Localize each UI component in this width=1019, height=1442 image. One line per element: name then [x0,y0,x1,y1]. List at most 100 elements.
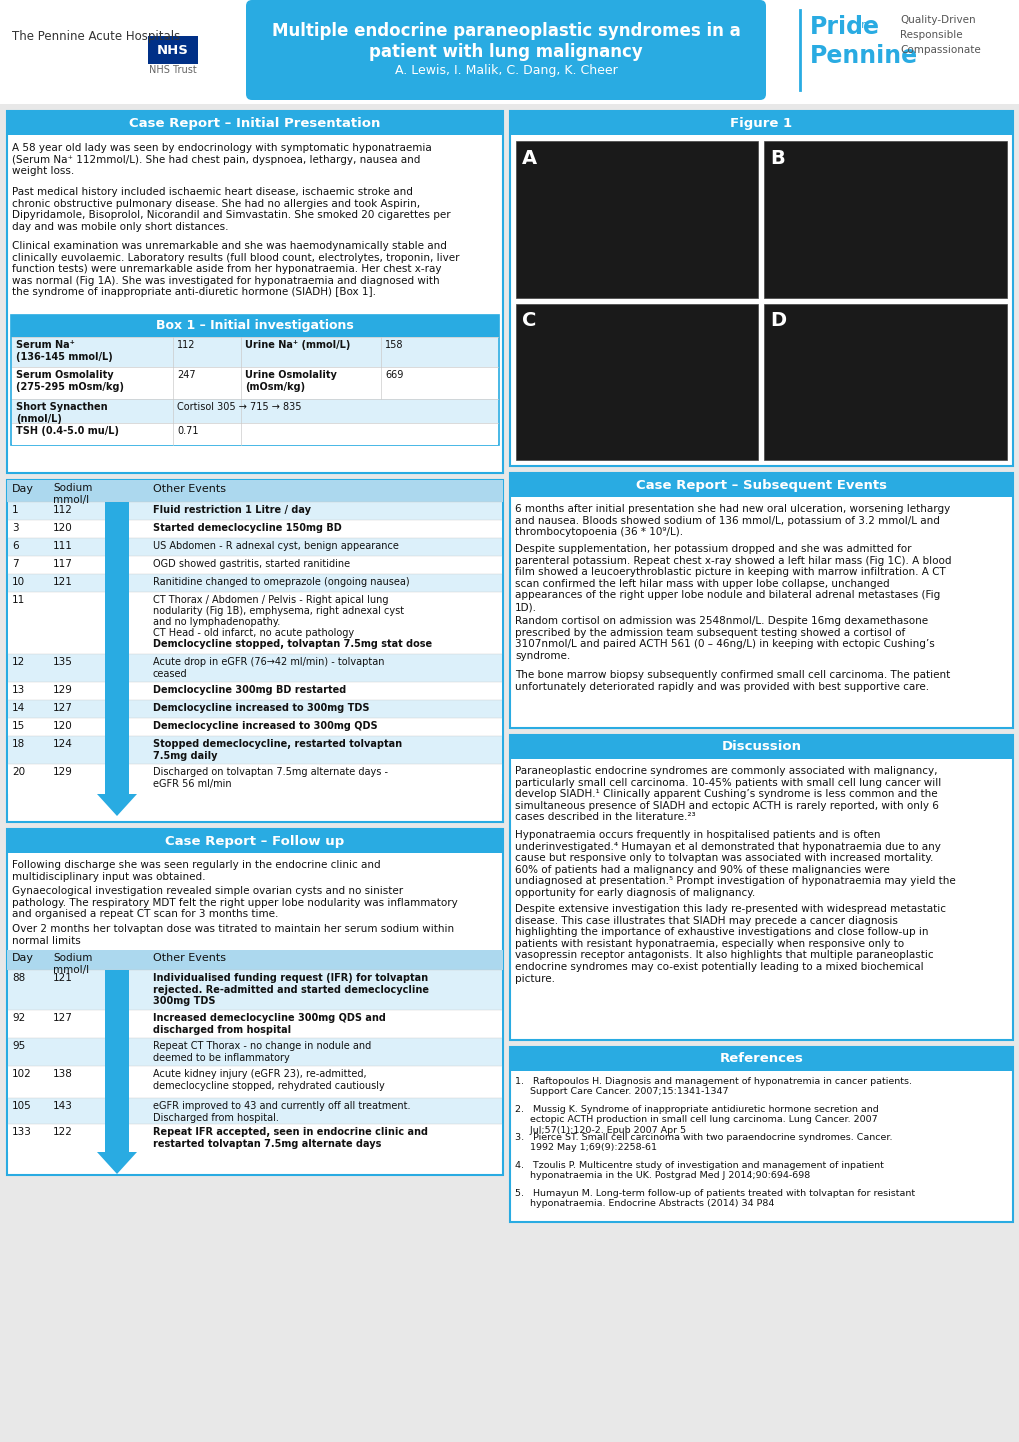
Text: 13: 13 [12,685,25,695]
Bar [510,1047,1012,1071]
Text: Ranitidine changed to omeprazole (ongoing nausea): Ranitidine changed to omeprazole (ongoin… [153,577,410,587]
Bar [8,764,501,795]
Text: D: D [769,311,786,330]
Bar [8,718,501,735]
Text: Over 2 months her tolvaptan dose was titrated to maintain her serum sodium withi: Over 2 months her tolvaptan dose was tit… [12,924,453,946]
Text: Compassionate: Compassionate [899,45,980,55]
Bar [8,699,501,718]
Text: Paraneoplastic endocrine syndromes are commonly associated with malignancy,
part: Paraneoplastic endocrine syndromes are c… [515,766,941,822]
Text: Clinical examination was unremarkable and she was haemodynamically stable and
cl: Clinical examination was unremarkable an… [12,241,459,297]
Text: Acute drop in eGFR (76→42 ml/min) - tolvaptan
ceased: Acute drop in eGFR (76→42 ml/min) - tolv… [153,658,384,679]
Text: 20: 20 [12,767,25,777]
Text: Serum Osmolality
(275-295 mOsm/kg): Serum Osmolality (275-295 mOsm/kg) [16,371,124,392]
Text: Random cortisol on admission was 2548nmol/L. Despite 16mg dexamethasone
prescrib: Random cortisol on admission was 2548nmo… [515,616,933,660]
Text: 12: 12 [12,658,25,668]
Text: 129: 129 [53,767,72,777]
Text: 5.   Humayun M. Long-term follow-up of patients treated with tolvaptan for resis: 5. Humayun M. Long-term follow-up of pat… [515,1190,914,1208]
Text: 669: 669 [384,371,403,381]
Text: Case Report – Follow up: Case Report – Follow up [165,835,344,848]
Text: Other Events: Other Events [153,953,226,963]
Text: Demeclocycline increased to 300mg QDS: Demeclocycline increased to 300mg QDS [153,721,377,731]
Text: 129: 129 [53,685,72,695]
Text: Pride: Pride [809,14,879,39]
Bar [12,337,497,368]
Text: 102: 102 [12,1069,32,1079]
Text: 3.   Pierce ST. Small cell carcinoma with two paraendocrine syndromes. Cancer.
 : 3. Pierce ST. Small cell carcinoma with … [515,1133,892,1152]
Text: Past medical history included ischaemic heart disease, ischaemic stroke and
chro: Past medical history included ischaemic … [12,187,450,232]
Text: Individualised funding request (IFR) for tolvaptan
rejected. Re-admitted and sta: Individualised funding request (IFR) for… [153,973,429,1007]
Text: CT Head - old infarct, no acute pathology: CT Head - old infarct, no acute patholog… [153,629,354,637]
Text: Acute kidney injury (eGFR 23), re-admitted,
demeclocycline stopped, rehydrated c: Acute kidney injury (eGFR 23), re-admitt… [153,1069,384,1090]
Text: Cortisol 305 → 715 → 835: Cortisol 305 → 715 → 835 [177,402,302,412]
Bar [510,1047,1012,1221]
Text: Box 1 – Initial investigations: Box 1 – Initial investigations [156,320,354,333]
Polygon shape [97,795,137,816]
Text: 14: 14 [12,704,25,712]
Text: 6: 6 [12,541,18,551]
Bar [510,473,1012,497]
Bar [8,1009,501,1038]
Text: 3: 3 [12,523,18,534]
Text: The Pennine Acute Hospitals: The Pennine Acute Hospitals [12,30,180,43]
Text: in: in [857,20,867,30]
Text: 121: 121 [53,577,72,587]
Text: 112: 112 [53,505,72,515]
Bar [148,36,198,63]
Text: 4.   Tzoulis P. Multicentre study of investigation and management of inpatient
 : 4. Tzoulis P. Multicentre study of inves… [515,1161,883,1181]
Text: 111: 111 [53,541,72,551]
Text: 1: 1 [12,505,18,515]
Text: Multiple endocrine paraneoplastic syndromes in a
patient with lung malignancy: Multiple endocrine paraneoplastic syndro… [271,22,740,61]
Bar [510,735,1012,1040]
Text: Repeat IFR accepted, seen in endocrine clinic and
restarted tolvaptan 7.5mg alte: Repeat IFR accepted, seen in endocrine c… [153,1128,428,1149]
Text: 7: 7 [12,559,18,570]
Bar [8,970,501,1009]
Bar [0,0,1019,99]
Text: OGD showed gastritis, started ranitidine: OGD showed gastritis, started ranitidine [153,559,350,570]
Bar [7,480,502,502]
Text: Day: Day [12,953,34,963]
Bar [8,593,501,655]
Text: Sodium
mmol/l: Sodium mmol/l [53,953,93,975]
Text: Quality-Driven: Quality-Driven [899,14,974,25]
Text: 124: 124 [53,738,72,748]
Text: Case Report – Subsequent Events: Case Report – Subsequent Events [636,479,887,492]
Text: 105: 105 [12,1102,32,1110]
Text: 11: 11 [12,596,25,606]
Text: 18: 18 [12,738,25,748]
Bar [8,735,501,764]
Bar [510,735,1012,758]
Text: 121: 121 [53,973,72,983]
Text: Short Synacthen
(nmol/L): Short Synacthen (nmol/L) [16,402,108,424]
Text: Demclocycline increased to 300mg TDS: Demclocycline increased to 300mg TDS [153,704,369,712]
Text: 117: 117 [53,559,72,570]
Text: 88: 88 [12,973,25,983]
Bar [8,538,501,557]
Bar [7,950,502,970]
Bar [11,314,498,446]
Text: Demclocycline 300mg BD restarted: Demclocycline 300mg BD restarted [153,685,345,695]
Text: Day: Day [12,485,34,495]
Text: Fluid restriction 1 Litre / day: Fluid restriction 1 Litre / day [153,505,311,515]
Text: Other Events: Other Events [153,485,226,495]
Text: eGFR improved to 43 and currently off all treatment.
Discharged from hospital.: eGFR improved to 43 and currently off al… [153,1102,410,1123]
Text: 2.   Mussig K. Syndrome of inappropriate antidiuretic hormone secretion and
    : 2. Mussig K. Syndrome of inappropriate a… [515,1105,878,1135]
Text: References: References [718,1053,803,1066]
Bar [12,399,497,423]
Text: Discharged on tolvaptan 7.5mg alternate days -
eGFR 56 ml/min: Discharged on tolvaptan 7.5mg alternate … [153,767,387,789]
Bar [8,1097,501,1123]
Text: 120: 120 [53,721,72,731]
Text: 133: 133 [12,1128,32,1136]
Bar [12,368,497,399]
Text: 112: 112 [177,340,196,350]
Text: Urine Osmolality
(mOsm/kg): Urine Osmolality (mOsm/kg) [245,371,336,392]
Text: Hyponatraemia occurs frequently in hospitalised patients and is often
underinves: Hyponatraemia occurs frequently in hospi… [515,831,955,898]
Text: Pennine: Pennine [809,45,917,68]
Text: Urine Na⁺ (mmol/L): Urine Na⁺ (mmol/L) [245,340,351,350]
Text: 138: 138 [53,1069,72,1079]
Text: 10: 10 [12,577,25,587]
Text: Responsible: Responsible [899,30,962,40]
Bar [8,557,501,574]
Bar [8,1123,501,1152]
Bar [7,480,502,822]
Bar [510,473,1012,728]
